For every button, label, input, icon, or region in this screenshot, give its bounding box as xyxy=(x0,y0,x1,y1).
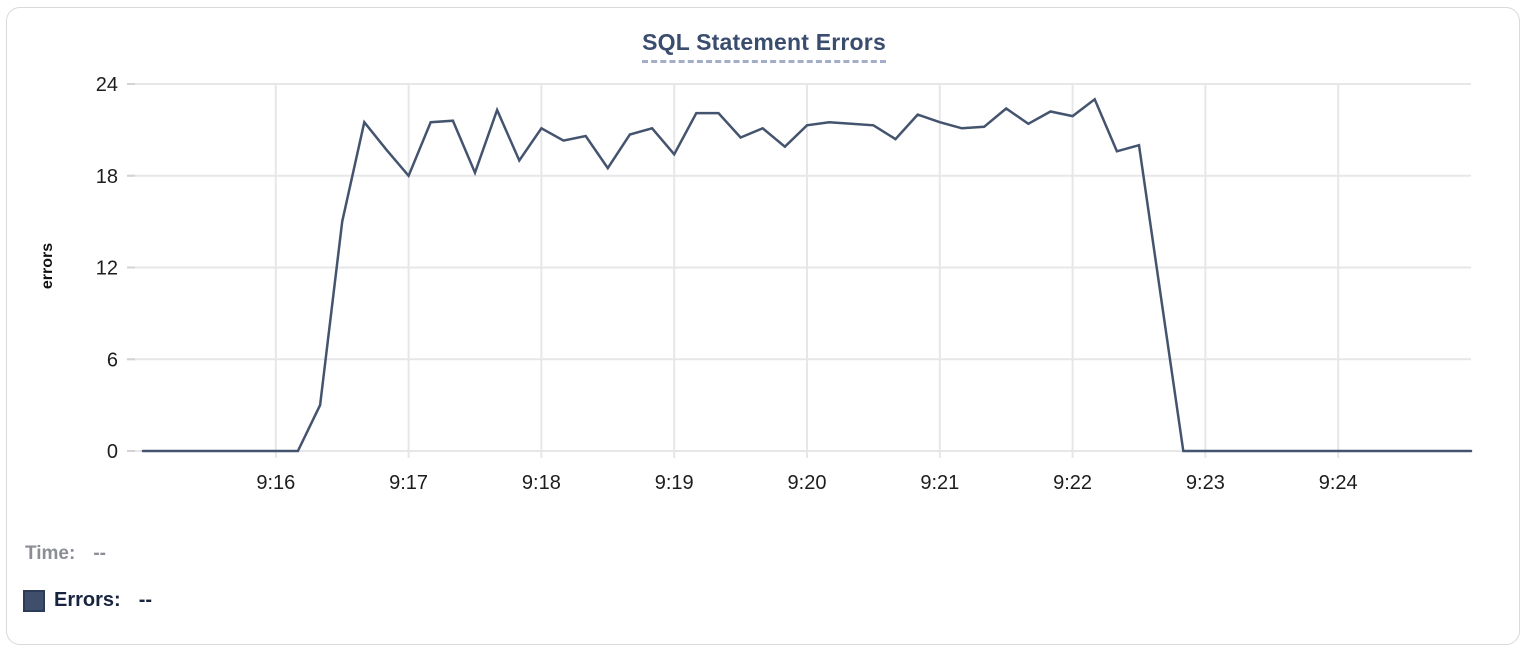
y-tick-label: 6 xyxy=(107,349,118,371)
chart-header: SQL Statement Errors xyxy=(0,29,1528,63)
x-tick-label: 9:16 xyxy=(256,472,295,494)
x-tick-label: 9:17 xyxy=(389,472,428,494)
legend-time-label: Time: xyxy=(25,543,76,564)
y-tick-label: 18 xyxy=(96,166,118,188)
x-tick-label: 9:21 xyxy=(920,472,959,494)
sql-errors-line-chart[interactable]: 0 6 12 18 24 9:16 9:17 9:18 9:19 9:20 9:21 9:22 9:23… xyxy=(0,0,1528,512)
x-tick-label: 9:24 xyxy=(1319,472,1358,494)
x-tick-label: 9:22 xyxy=(1053,472,1092,494)
y-axis-label: errors xyxy=(39,242,56,290)
chart-card xyxy=(6,7,1520,645)
legend-errors-row: Errors: -- xyxy=(23,589,152,612)
errors-series-line[interactable] xyxy=(141,97,1473,453)
x-tick-label: 9:18 xyxy=(522,472,561,494)
x-tick-label: 9:20 xyxy=(788,472,827,494)
chart-title[interactable]: SQL Statement Errors xyxy=(642,29,886,63)
y-tick-label: 0 xyxy=(107,441,118,463)
legend-time-row: Time: -- xyxy=(25,543,106,565)
y-tick-label: 12 xyxy=(96,258,118,280)
x-tick-label: 9:19 xyxy=(655,472,694,494)
x-tick-label: 9:23 xyxy=(1186,472,1225,494)
y-tick-label: 24 xyxy=(96,74,118,96)
legend-errors-value: -- xyxy=(138,589,153,611)
legend-errors-label: Errors: xyxy=(54,589,121,611)
legend-time-value: -- xyxy=(93,543,106,564)
errors-series-swatch-icon xyxy=(23,589,45,612)
